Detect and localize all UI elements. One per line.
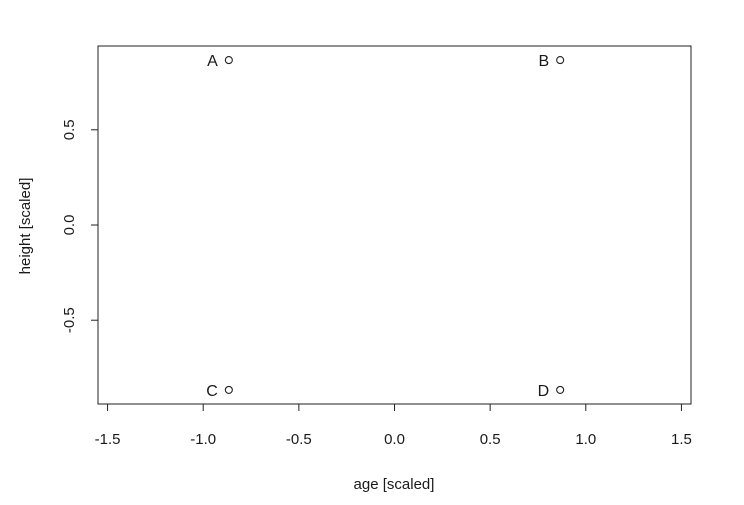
point-label-b: B [538,53,549,70]
x-axis-title: age [scaled] [354,476,435,493]
y-axis-title: height [scaled] [17,178,34,275]
x-tick-label: 1.0 [575,431,596,448]
y-tick-label: 0.5 [61,119,78,140]
x-tick-label: 0.5 [480,431,501,448]
y-tick-label: -0.5 [61,307,78,333]
x-tick-label: -0.5 [286,431,312,448]
y-ticks: -0.5 0.0 0.5 [61,119,98,333]
plot-area-frame [97,45,692,405]
x-tick-label: 1.5 [671,431,692,448]
data-point-a [224,56,233,65]
y-tick-label: 0.0 [61,215,78,236]
data-point-c [224,385,233,394]
x-ticks: -1.5 -1.0 -0.5 0.0 0.5 1.0 1.5 [95,404,692,448]
x-tick-label: -1.0 [190,431,216,448]
x-axis: -1.5 -1.0 -0.5 0.0 0.5 1.0 1.5 [95,403,692,448]
data-point-d [556,385,565,394]
point-label-c: C [206,383,218,400]
x-tick-label: 0.0 [384,431,405,448]
point-label-a: A [207,53,218,70]
x-tick-label: -1.5 [95,431,121,448]
data-point-b [556,56,565,65]
data-points: A B C D [206,53,565,400]
y-axis: -0.5 0.0 0.5 [61,119,99,333]
point-label-d: D [538,383,550,400]
